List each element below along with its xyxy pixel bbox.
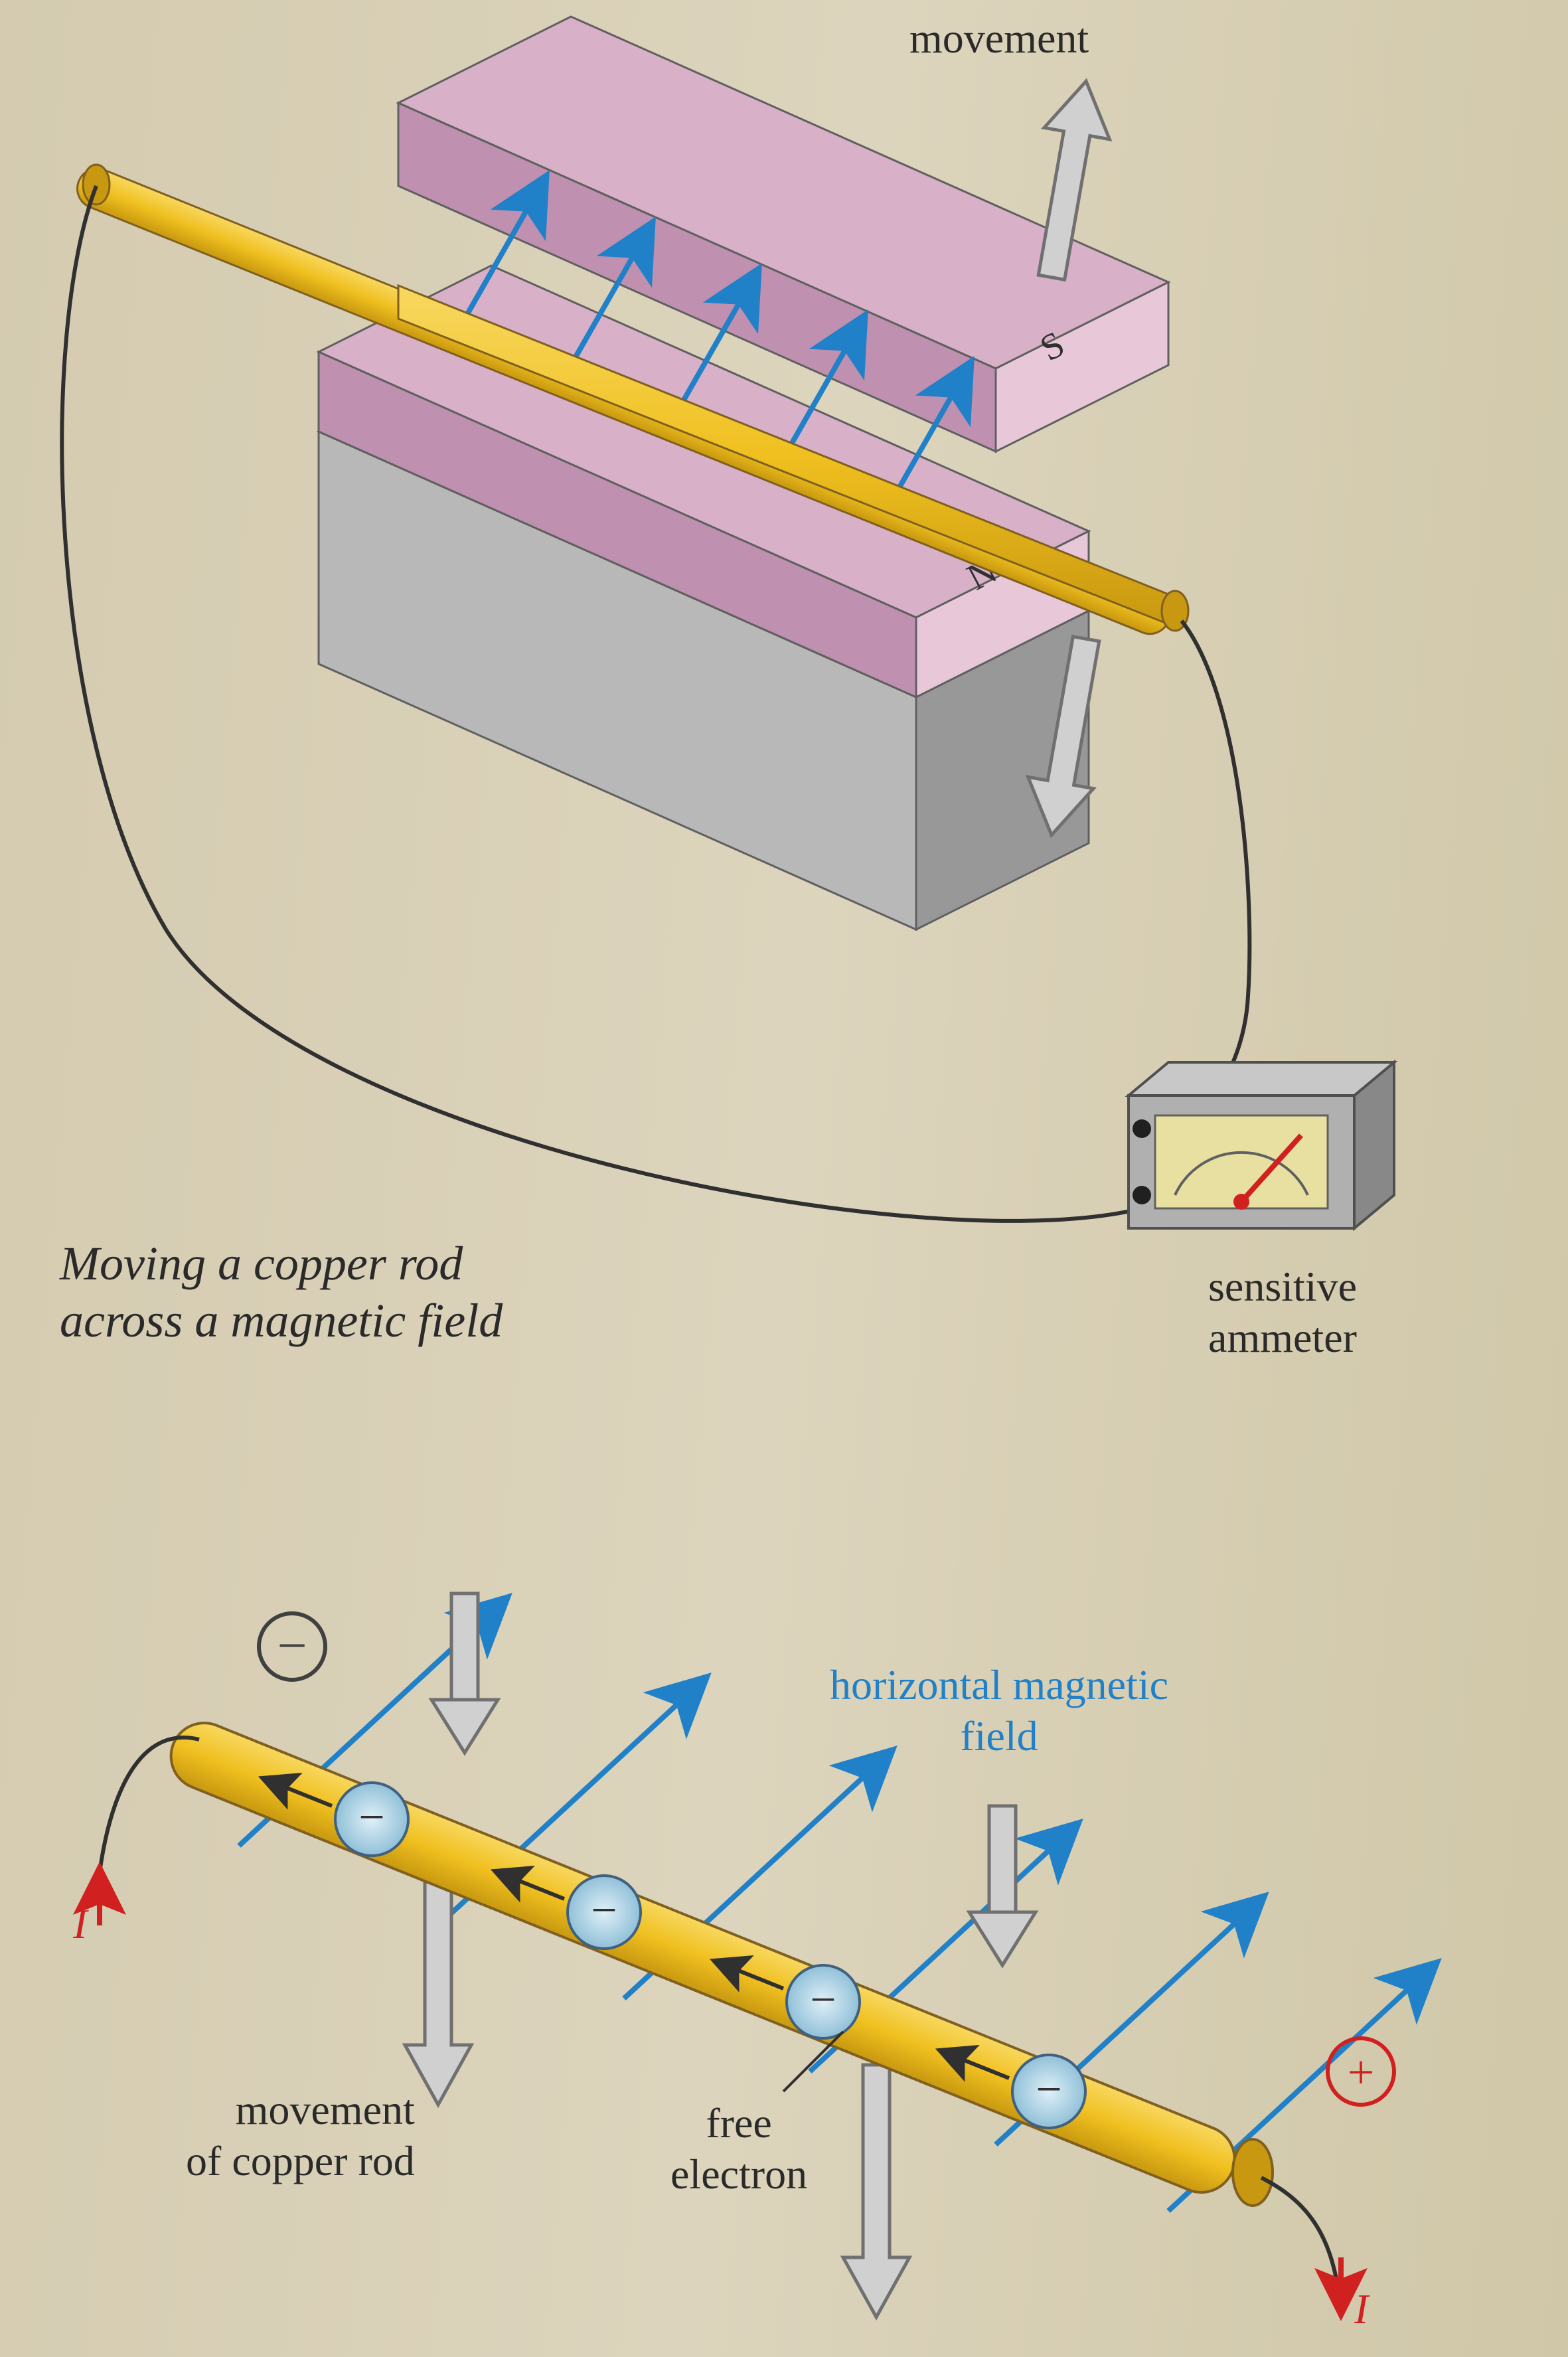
svg-text:−: − (1036, 2064, 1061, 2115)
svg-text:−: − (591, 1885, 617, 1936)
figure1-caption: Moving a copper rod across a magnetic fi… (60, 1235, 503, 1350)
movement-label-2: movement of copper rod (186, 2085, 415, 2187)
movement-label-1: movement (909, 13, 1089, 64)
electron-leader (783, 2032, 843, 2091)
ammeter-label-1: sensitive (1208, 1263, 1357, 1310)
positive-terminal: + (1328, 2038, 1394, 2105)
field-label-2: field (960, 1712, 1038, 1759)
electron-label-1: free (706, 2099, 771, 2147)
svg-text:−: − (277, 1617, 307, 1675)
figure2: − − − − (100, 1593, 1434, 2317)
ammeter (1129, 1062, 1394, 1228)
electron-label-2: electron (670, 2151, 807, 2198)
electron-label: free electron (670, 2098, 807, 2200)
field-label-1: horizontal magnetic (830, 1661, 1168, 1708)
figure1: N S (62, 17, 1394, 1228)
ammeter-label-2: ammeter (1208, 1314, 1357, 1361)
svg-text:−: − (810, 1975, 836, 2026)
negative-terminal: − (259, 1613, 325, 1680)
current-label-right: I (1354, 2284, 1368, 2335)
movement-label-2-1: movement (236, 2086, 415, 2133)
svg-text:+: + (1348, 2046, 1375, 2099)
caption-line-2: across a magnetic field (60, 1294, 503, 1347)
ammeter-label: sensitive ammeter (1208, 1261, 1357, 1364)
page: N S (0, 0, 1568, 2357)
diagram-svg: N S (0, 0, 1568, 2357)
svg-text:−: − (358, 1792, 384, 1843)
caption-line-1: Moving a copper rod (60, 1237, 463, 1290)
movement-label-2-2: of copper rod (186, 2137, 415, 2184)
current-label-left: I (73, 1899, 87, 1950)
field-label: horizontal magnetic field (830, 1660, 1168, 1762)
